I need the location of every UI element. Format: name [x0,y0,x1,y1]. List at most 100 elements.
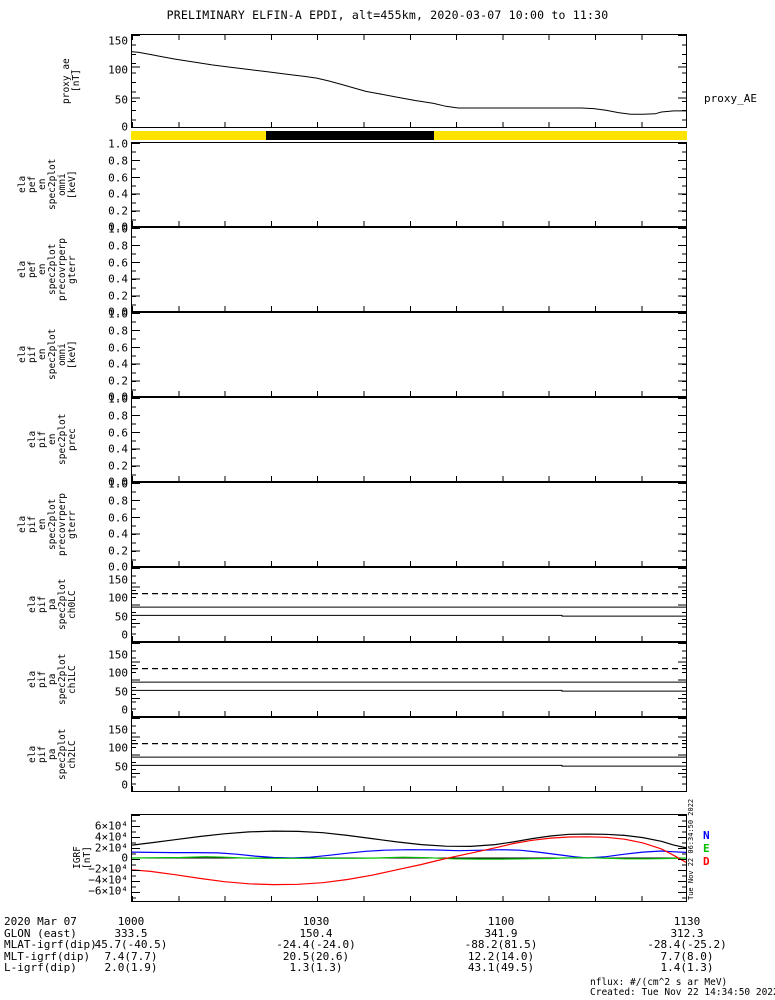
row-label-glon: GLON (east) [4,926,77,940]
ytitle-ela-pif-en-omni: ela pif en spec2plot omni [keV] [17,312,78,397]
ytitle-line: gterr [67,510,78,539]
cell-mlt-2: 12.2(14.0) [467,949,535,963]
row-label-mlt: MLT-igrf(dip) [4,949,91,963]
igrf-traces [132,830,686,886]
cell-mlt-0: 7.4(7.7) [104,949,158,963]
ytick-p7-0: 150 [108,573,128,587]
ytick-p6-2: 0.6 [108,511,128,525]
bottom-annotation-table: 2020 Mar 07 1000 1030 1100 1130 GLON (ea… [0,916,775,974]
panel-igrf: 6×10⁴ 4×10⁴ 2×10⁴ 0 −2×10⁴ −4×10⁴ −6×10⁴ [88,814,687,902]
ytick-p2-4: 0.2 [108,204,128,218]
cell-glon-2: 341.9 [484,926,518,940]
cell-l-1: 1.3(1.3) [289,961,343,975]
ytick-p7-1: 100 [108,591,128,605]
cell-mlat-2: -88.2(81.5) [464,938,538,952]
ytick-p5-1: 0.8 [108,409,128,423]
ytick-p6-3: 0.4 [108,527,128,541]
legend-igrf-n: N [703,829,710,842]
ytitle-ela-pif-pa-ch2lc: ela pif pa spec2plot ch2LC [27,717,78,792]
cell-mlt-3: 7.7(8.0) [660,949,714,963]
ytick-p2-2: 0.6 [108,171,128,185]
ytick-p3-4: 0.2 [108,289,128,303]
ytick-p10-0: 6×10⁴ [94,819,128,833]
ytick-p3-5: 0.0 [108,305,128,319]
cell-time-0: 1000 [117,915,145,928]
ytick-p1-0: 150 [108,34,128,48]
ytitle-ela-pef-en-omni: ela pef en spec2plot omni [keV] [17,142,78,227]
ytick-p5-2: 0.6 [108,426,128,440]
ytick-p8-2: 50 [114,685,128,699]
ytitle-proxy-ae: proxy_ae [nT] [61,34,82,128]
ytick-p2-0: 1.0 [108,137,128,151]
cell-glon-1: 150.4 [299,926,333,940]
pa-lines-ch1lc [132,668,686,692]
ytick-p5-5: 0.0 [108,475,128,489]
cell-glon-0: 333.5 [114,926,148,940]
cell-mlat-1: -24.4(-24.0) [276,938,356,952]
legend-igrf-e: E [703,842,710,855]
ytick-p3-1: 0.8 [108,239,128,253]
ytick-p6-5: 0.0 [108,560,128,574]
footer-units: nflux: #/(cm^2 s ar MeV) [590,977,728,988]
ytick-p6-4: 0.2 [108,544,128,558]
ytitle-line: ch0LC [67,590,78,619]
ytick-p4-5: 0.0 [108,390,128,404]
ytitle-line: ch2LC [67,740,78,769]
ytick-p1-2: 50 [114,93,128,107]
ytick-p4-4: 0.2 [108,374,128,388]
ytitle-line: [keV] [67,340,78,369]
ytitle-line: [nT] [82,846,93,870]
ytick-p10-3: 0 [121,851,128,865]
cell-l-2: 43.1(49.5) [467,961,535,975]
ytick-p10-2: 2×10⁴ [94,841,128,855]
ytick-p3-2: 0.6 [108,256,128,270]
cell-mlt-1: 20.5(20.6) [282,949,350,963]
pa-lines-ch2lc [132,743,686,767]
legend-proxy-ae: proxy_AE [704,92,757,105]
cell-l-3: 1.4(1.3) [660,961,714,975]
status-bar [131,131,687,140]
ytick-p2-3: 0.4 [108,187,128,201]
panel-ela-pif-pa-ch1lc: 150 100 50 0 [108,642,687,717]
ytick-p4-1: 0.8 [108,324,128,338]
ytick-p10-1: 4×10⁴ [94,830,128,844]
ytick-p4-0: 1.0 [108,307,128,321]
cell-mlat-3: -28.4(-25.2) [647,938,727,952]
ytick-p8-1: 100 [108,666,128,680]
ytick-p3-0: 1.0 [108,222,128,236]
ytitle-line: ch1LC [67,665,78,694]
cell-time-3: 1130 [673,915,701,928]
table-row: 2020 Mar 07 1000 1030 1100 1130 [0,916,775,928]
ytick-p1-3: 0 [121,120,128,134]
ytick-p10-6: −6×10⁴ [88,884,128,898]
cell-time-2: 1100 [487,915,515,928]
ytitle-line: [keV] [67,170,78,199]
cell-mlat-0: 45.7(-40.5) [94,938,168,952]
ytitle-ela-pif-en-precovrperp: ela pif en spec2plot precovrperp gterr [17,482,78,567]
ytitle-line: gterr [67,255,78,284]
ytick-p7-2: 50 [114,610,128,624]
legend-igrf-d: D [703,855,710,868]
ytick-p10-4: −2×10⁴ [88,862,128,876]
cell-time-1: 1030 [302,915,330,928]
panel-ela-pif-pa-ch0lc: 150 100 50 0 [108,567,687,642]
table-row: MLAT-igrf(dip) 45.7(-40.5) -24.4(-24.0) … [0,939,775,951]
ytick-p9-1: 100 [108,741,128,755]
page-title: PRELIMINARY ELFIN-A EPDI, alt=455km, 202… [166,8,609,22]
ytick-p9-2: 50 [114,760,128,774]
ytick-p10-5: −4×10⁴ [88,873,128,887]
ytitle-ela-pif-pa-ch0lc: ela pif pa spec2plot ch0LC [27,567,78,642]
ytick-p5-0: 1.0 [108,392,128,406]
ytitle-ela-pif-en-prec: ela pif en spec2plot prec [27,397,78,482]
row-label-time: 2020 Mar 07 [4,915,77,928]
table-row: MLT-igrf(dip) 7.4(7.7) 20.5(20.6) 12.2(1… [0,951,775,963]
ytitle-ela-pif-pa-ch1lc: ela pif pa spec2plot ch1LC [27,642,78,717]
panel-ela-pif-en-prec: 1.0 0.8 0.6 0.4 0.2 0.0 [108,394,687,488]
ytitle-igrf: IGRF [nT] [72,814,93,902]
ytick-p7-3: 0 [121,628,128,642]
creation-datestamp: Tue Nov 22 06:34:50 2022 [687,798,695,900]
ytitle-line: [nT] [71,69,82,93]
ytick-p5-3: 0.4 [108,442,128,456]
panel-ela-pif-en-precovrperp: 1.0 0.8 0.6 0.4 0.2 0.0 [108,479,687,573]
